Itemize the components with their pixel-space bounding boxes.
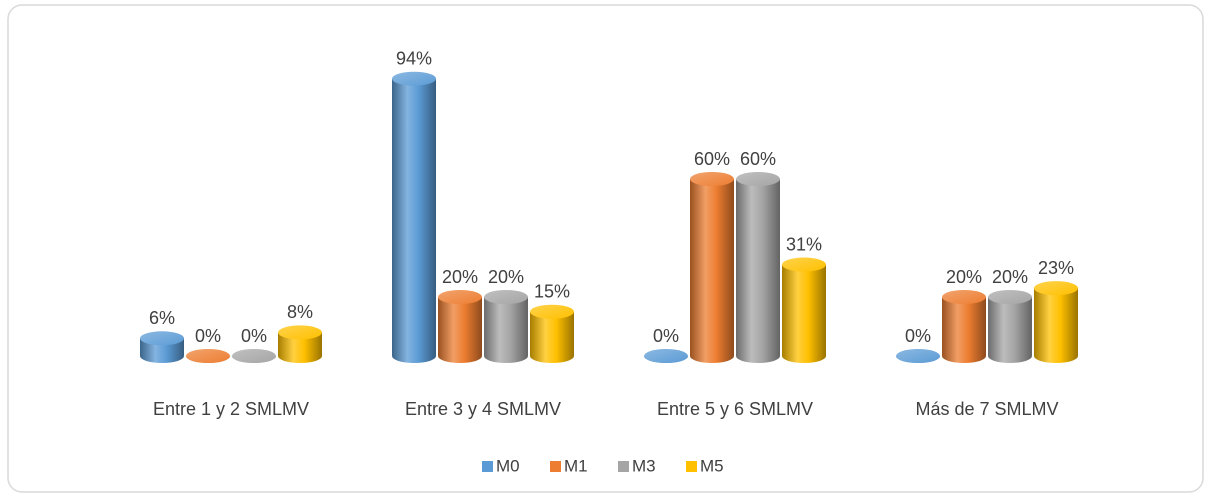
legend-swatch [550, 461, 561, 472]
bar-top [782, 257, 826, 272]
bar [690, 179, 734, 363]
bar-top [988, 290, 1032, 304]
legend-swatch [482, 461, 493, 472]
bar-top [942, 290, 986, 304]
bar-top [690, 172, 734, 186]
legend-swatch [686, 461, 697, 472]
data-label: 6% [149, 308, 175, 328]
bar [736, 179, 780, 363]
bar [530, 311, 574, 363]
bar-top [392, 71, 436, 86]
legend-swatch [618, 461, 629, 472]
bar [1034, 288, 1078, 363]
bar-top [232, 349, 276, 363]
data-label: 94% [396, 48, 432, 68]
bar-top [278, 325, 322, 340]
bar-top [186, 349, 230, 363]
data-label: 20% [442, 267, 478, 287]
legend-label: M0 [496, 456, 520, 475]
bar-top [896, 349, 940, 363]
bar [392, 78, 436, 363]
bar-top [736, 172, 780, 186]
bar [140, 338, 184, 363]
data-label: 8% [287, 302, 313, 322]
bar-top [530, 304, 574, 319]
chart-frame [7, 4, 1204, 493]
x-tick-label: Entre 3 y 4 SMLMV [405, 399, 561, 419]
data-label: 20% [946, 267, 982, 287]
bar-top [1034, 281, 1078, 296]
data-label: 20% [488, 267, 524, 287]
data-label: 0% [195, 326, 221, 346]
data-label: 31% [786, 234, 822, 254]
bar-top [644, 349, 688, 363]
bar [988, 297, 1032, 363]
data-label: 0% [241, 326, 267, 346]
legend-label: M1 [564, 456, 588, 475]
bar [484, 297, 528, 363]
data-label: 0% [653, 326, 679, 346]
x-tick-label: Más de 7 SMLMV [915, 399, 1058, 419]
data-label: 60% [740, 149, 776, 169]
x-tick-label: Entre 1 y 2 SMLMV [153, 399, 309, 419]
data-label: 23% [1038, 258, 1074, 278]
bar [942, 297, 986, 363]
legend-label: M5 [700, 456, 724, 475]
bar-top [438, 290, 482, 304]
bar [278, 332, 322, 363]
data-label: 0% [905, 326, 931, 346]
bar [438, 297, 482, 363]
data-label: 60% [694, 149, 730, 169]
bar [782, 264, 826, 363]
x-tick-label: Entre 5 y 6 SMLMV [657, 399, 813, 419]
legend-label: M3 [632, 456, 656, 475]
bar-top [140, 331, 184, 346]
bar-top [484, 290, 528, 304]
data-label: 15% [534, 282, 570, 302]
data-label: 20% [992, 267, 1028, 287]
